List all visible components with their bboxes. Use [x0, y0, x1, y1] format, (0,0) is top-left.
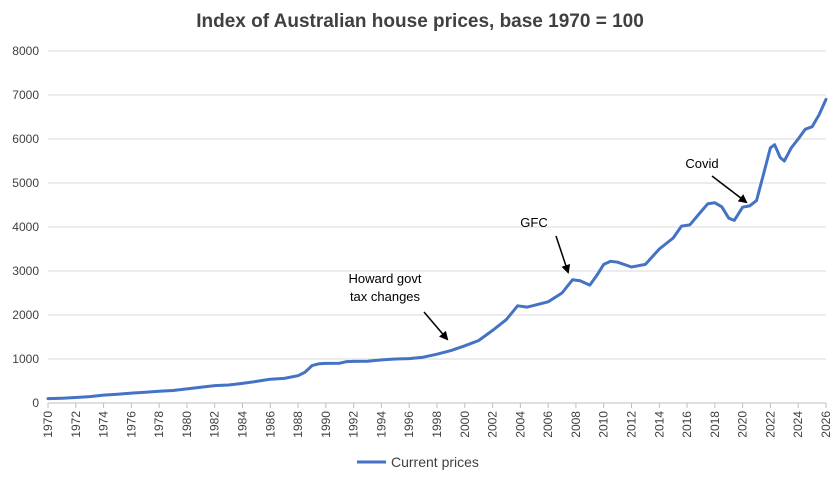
legend-label: Current prices	[391, 454, 479, 470]
annotations: Howard govt tax changes GFC Covid	[349, 156, 748, 341]
y-tick-label: 7000	[12, 88, 39, 102]
y-tick-label: 5000	[12, 176, 39, 190]
x-tick-label: 2014	[652, 411, 666, 438]
y-tick-label: 2000	[12, 308, 39, 322]
annotation-label: GFC	[520, 215, 547, 230]
gridlines	[48, 50, 826, 404]
y-tick-label: 8000	[12, 44, 39, 58]
chart-title: Index of Australian house prices, base 1…	[196, 11, 644, 32]
x-tick-label: 1982	[208, 411, 222, 438]
series-layer	[46, 97, 828, 401]
x-tick-label: 2022	[763, 411, 777, 438]
x-axis-tick-labels: 1970 1972 1974 1976 1978 1980 1982 1984 1986 1988…	[41, 403, 833, 438]
y-axis-tick-labels: 0 1000 2000 3000 4000 5000 6000 7000 8000	[12, 44, 39, 410]
x-tick-label: 1988	[291, 411, 305, 438]
x-tick-label: 1996	[402, 411, 416, 438]
x-tick-label: 2016	[680, 411, 694, 438]
annotation-label: Covid	[685, 156, 718, 171]
x-tick-label: 1978	[152, 411, 166, 438]
x-tick-label: 2004	[513, 411, 527, 438]
legend: Current prices	[357, 454, 479, 470]
x-tick-label: 2024	[791, 411, 805, 438]
annotation-label: tax changes	[350, 289, 421, 304]
x-tick-label: 1998	[430, 411, 444, 438]
x-tick-label: 2006	[541, 411, 555, 438]
x-tick-label: 1992	[347, 411, 361, 438]
x-tick-label: 2002	[486, 411, 500, 438]
x-tick-label: 2018	[708, 411, 722, 438]
x-tick-label: 1980	[180, 411, 194, 438]
x-tick-label: 1986	[263, 411, 277, 438]
annotation-arrow	[555, 235, 571, 274]
x-tick-label: 1974	[97, 411, 111, 438]
annotation-label: Howard govt	[349, 271, 422, 286]
x-tick-label: 2026	[819, 411, 833, 438]
annotation-arrow	[423, 311, 449, 341]
x-tick-label: 1970	[41, 411, 55, 438]
x-tick-label: 2008	[569, 411, 583, 438]
x-tick-label: 2000	[458, 411, 472, 438]
x-tick-label: 2012	[625, 411, 639, 438]
y-tick-label: 0	[32, 396, 39, 410]
x-tick-label: 2010	[597, 411, 611, 438]
x-tick-label: 2020	[736, 411, 750, 438]
y-tick-label: 4000	[12, 220, 39, 234]
y-tick-label: 1000	[12, 352, 39, 366]
x-tick-label: 1972	[69, 411, 83, 438]
x-tick-label: 1984	[236, 411, 250, 438]
y-tick-label: 3000	[12, 264, 39, 278]
x-tick-label: 1990	[319, 411, 333, 438]
series-line	[46, 97, 828, 401]
x-tick-label: 1994	[374, 411, 388, 438]
annotation-arrow	[711, 175, 748, 204]
x-tick-label: 1976	[124, 411, 138, 438]
y-tick-label: 6000	[12, 132, 39, 146]
